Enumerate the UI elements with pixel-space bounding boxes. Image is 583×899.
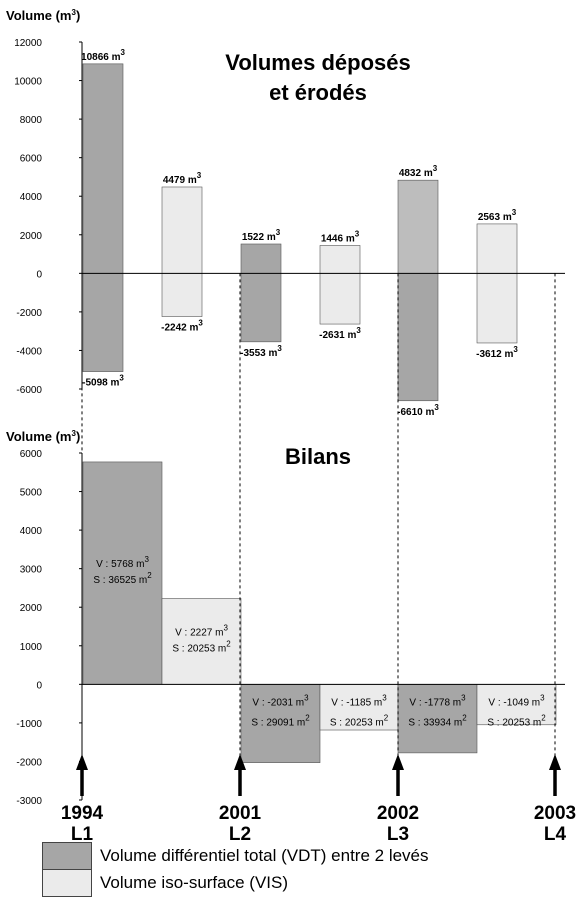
bar-value-label: V : -1778 m3 [409, 693, 466, 708]
survey-label: L4 [544, 824, 567, 845]
y-tick-label: 10000 [14, 77, 42, 88]
y-tick-label: 1000 [20, 642, 43, 653]
bar-vis [319, 273, 361, 325]
survey-year: 2002 [377, 803, 419, 824]
bar-vis [476, 684, 557, 726]
legend-swatch-vis [42, 869, 92, 897]
y-tick-label: 0 [36, 680, 42, 691]
data-label: 1522 m3 [242, 228, 281, 243]
bar-vis [161, 186, 203, 274]
bar-vdt [397, 273, 439, 402]
survey-label: L3 [387, 824, 409, 845]
legend-label-vdt: Volume différentiel total (VDT) entre 2 … [100, 846, 429, 865]
bar-vdt [397, 684, 478, 754]
y-tick-label: -1000 [16, 719, 42, 730]
survey-year: 2003 [534, 803, 576, 824]
data-label: -3612 m3 [476, 345, 518, 360]
y-tick-label: -2000 [16, 757, 42, 768]
survey-arrow-head [234, 754, 246, 770]
data-label: 2563 m3 [478, 208, 517, 223]
legend-swatch-vdt [42, 842, 92, 870]
bar-vis [161, 598, 242, 685]
y-tick-label: 12000 [14, 38, 42, 49]
bar-vdt [397, 179, 439, 274]
legend-item-vdt: Volume différentiel total (VDT) entre 2 … [42, 842, 582, 872]
data-label: 4479 m3 [163, 171, 202, 186]
chart-title: Bilans [285, 444, 351, 469]
bar-vdt [82, 461, 163, 685]
bar-surface-label: S : 29091 m2 [251, 713, 310, 728]
y-tick-label: 4000 [20, 526, 43, 537]
survey-label: L2 [229, 824, 251, 845]
y-tick-label: -6000 [16, 385, 42, 396]
bar-value-label: V : -1185 m3 [331, 693, 387, 708]
y-axis-label: Volume (m3) [6, 8, 80, 23]
y-tick-label: -4000 [16, 346, 42, 357]
y-axis-label: Volume (m3) [6, 429, 80, 444]
bar-surface-label: S : 20253 m2 [487, 713, 546, 728]
y-tick-label: -2000 [16, 308, 42, 319]
chart-title: Volumes déposés [225, 50, 410, 75]
data-label: -2242 m3 [161, 319, 203, 334]
data-label: 10866 m3 [81, 48, 125, 63]
bar-value-label: V : 5768 m3 [96, 555, 149, 570]
bar-surface-label: S : 33934 m2 [408, 713, 467, 728]
survey-arrow-head [549, 754, 561, 770]
y-tick-label: 6000 [20, 449, 43, 460]
legend-item-vis: Volume iso-surface (VIS) [42, 869, 582, 899]
y-tick-label: 8000 [20, 115, 43, 126]
data-label: 1446 m3 [321, 229, 360, 244]
bar-surface-label: S : 20253 m2 [330, 713, 389, 728]
bar-vdt [240, 273, 282, 343]
survey-arrow-head [76, 754, 88, 770]
data-label: -5098 m3 [82, 374, 124, 389]
y-tick-label: 6000 [20, 154, 43, 165]
survey-year: 1994 [61, 803, 104, 824]
bar-vdt [82, 63, 124, 274]
bar-vdt [82, 273, 124, 372]
y-tick-label: 0 [36, 269, 42, 280]
legend-label-vis: Volume iso-surface (VIS) [100, 873, 289, 892]
bar-vis [476, 223, 518, 274]
data-label: -2631 m3 [319, 326, 361, 341]
bar-value-label: V : -1049 m3 [488, 693, 545, 708]
survey-year: 2001 [219, 803, 262, 824]
chart-title: et érodés [269, 80, 367, 105]
y-tick-label: 5000 [20, 488, 43, 499]
bar-value-label: V : 2227 m3 [175, 623, 228, 638]
y-tick-label: 4000 [20, 192, 43, 203]
bar-vis [319, 245, 361, 274]
survey-label: L1 [71, 824, 94, 845]
bar-vis [161, 273, 203, 317]
bar-surface-label: S : 20253 m2 [172, 639, 231, 654]
y-tick-label: -3000 [16, 796, 42, 807]
bar-value-label: V : -2031 m3 [252, 693, 309, 708]
y-tick-label: 3000 [20, 565, 43, 576]
bar-vis [476, 273, 518, 344]
bar-vdt [240, 243, 282, 274]
survey-arrow-head [392, 754, 404, 770]
data-label: -3553 m3 [240, 344, 282, 359]
y-tick-label: 2000 [20, 603, 43, 614]
y-tick-label: 2000 [20, 231, 43, 242]
data-label: -6610 m3 [397, 403, 439, 418]
bar-vis [319, 684, 399, 731]
data-label: 4832 m3 [399, 164, 438, 179]
bar-surface-label: S : 36525 m2 [93, 571, 152, 586]
